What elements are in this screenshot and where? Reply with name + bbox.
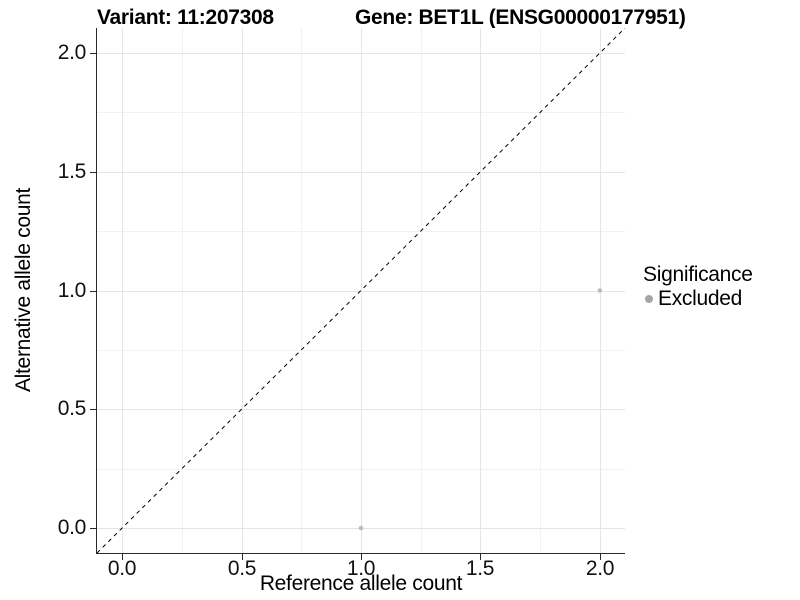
x-tick [600, 554, 601, 560]
y-tick-label: 0.0 [57, 516, 87, 539]
y-tick-label: 1.0 [57, 279, 87, 302]
excluded-point-icon [645, 294, 653, 303]
y-tick [90, 291, 96, 292]
plot-panel [96, 28, 625, 554]
data-point [597, 288, 603, 293]
x-tick [242, 554, 243, 560]
x-tick-label: 1.0 [346, 557, 376, 580]
y-tick [90, 528, 96, 529]
y-axis-title: Alternative allele count [12, 187, 35, 393]
legend-item-excluded: Excluded [643, 287, 753, 310]
legend-title: Significance [643, 263, 753, 286]
y-tick-label: 0.5 [57, 397, 87, 420]
y-tick [90, 172, 96, 173]
plot-title-gene: Gene: BET1L (ENSG00000177951) [355, 6, 686, 29]
x-tick-label: 1.5 [465, 557, 495, 580]
plot-canvas [97, 28, 625, 553]
x-tick [480, 554, 481, 560]
x-tick-label: 0.0 [107, 557, 137, 580]
x-tick [122, 554, 123, 560]
plot-title-variant: Variant: 11:207308 [97, 6, 274, 29]
data-point [358, 525, 364, 531]
y-tick [90, 53, 96, 54]
legend: Significance Excluded [643, 263, 753, 310]
x-axis-title: Reference allele count [259, 572, 463, 595]
x-tick-label: 0.5 [227, 557, 257, 580]
y-tick-label: 1.5 [57, 160, 87, 183]
x-tick [361, 554, 362, 560]
y-tick [90, 409, 96, 410]
y-tick-label: 2.0 [57, 41, 87, 64]
legend-item-label: Excluded [658, 287, 742, 310]
x-tick-label: 2.0 [585, 557, 615, 580]
